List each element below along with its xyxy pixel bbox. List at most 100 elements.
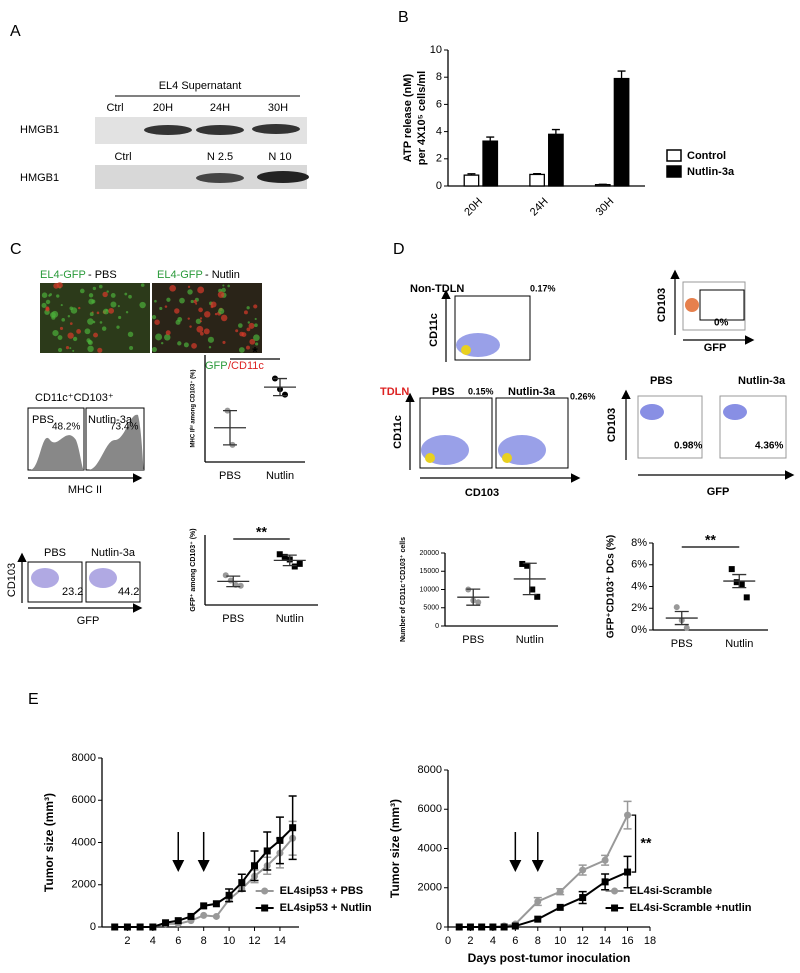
marker	[534, 897, 542, 905]
flow-label: PBS	[432, 386, 455, 398]
marker	[743, 594, 750, 601]
blot-band	[257, 171, 309, 183]
cell	[88, 293, 94, 298]
flow-dots	[31, 568, 59, 588]
legend-marker	[261, 887, 269, 895]
cell	[197, 286, 205, 294]
y-tick-label: 4000	[418, 842, 442, 854]
marker	[683, 624, 690, 631]
y-tick-label: 8000	[418, 764, 442, 776]
cell	[48, 294, 51, 297]
marker	[455, 923, 463, 931]
error-bar	[486, 136, 495, 142]
cell	[175, 319, 181, 325]
cell	[166, 297, 171, 302]
y-tick-label: 10	[430, 44, 442, 56]
image-legend: /CD11c	[228, 360, 264, 372]
flow-percent: 4.36%	[755, 441, 783, 452]
marker	[579, 894, 587, 902]
cell	[187, 317, 190, 320]
legend-label: Nutlin-3a	[687, 166, 735, 178]
cell	[199, 317, 203, 320]
cell	[169, 284, 177, 292]
cell	[247, 321, 250, 324]
y-tick-label: 20000	[420, 550, 440, 557]
marker	[237, 582, 244, 589]
cell	[179, 297, 185, 304]
flow-dots	[640, 404, 664, 420]
x-tick-label: Nutlin	[276, 613, 304, 625]
cell	[254, 323, 258, 328]
error-bar	[467, 173, 476, 176]
flow-plot	[85, 561, 141, 603]
cell	[238, 347, 245, 353]
legend-marker	[611, 887, 619, 895]
flow-title: Non-TDLN	[410, 283, 464, 295]
cell	[70, 307, 78, 314]
y-tick-label: 6000	[418, 803, 442, 815]
cell	[67, 332, 74, 339]
y-tick-label: 5000	[423, 605, 439, 612]
cell	[105, 309, 108, 312]
error-bar	[466, 588, 481, 606]
cell	[45, 299, 51, 305]
cell	[164, 334, 171, 341]
marker	[238, 879, 246, 887]
cell	[255, 342, 259, 346]
marker	[225, 891, 233, 899]
cell	[154, 319, 160, 325]
marker	[149, 923, 157, 931]
cell	[110, 293, 116, 298]
cell	[200, 331, 204, 336]
histogram-label: Nutlin-3a	[88, 414, 133, 426]
cell	[237, 323, 243, 328]
cell	[187, 289, 193, 295]
bar	[548, 133, 564, 187]
x-axis-label: Days post-tumor inoculation	[468, 951, 631, 965]
flow-percent: 0.17%	[530, 283, 556, 293]
y-tick-label: 2	[436, 153, 442, 165]
marker	[200, 911, 208, 919]
y-tick-label: 0	[435, 623, 439, 630]
x-tick-label: 10	[223, 935, 235, 947]
cell	[177, 341, 182, 346]
cell	[199, 320, 203, 323]
cell	[60, 303, 63, 307]
cell	[69, 347, 72, 350]
cell	[159, 306, 163, 311]
marker	[579, 866, 587, 874]
cell	[140, 283, 145, 287]
marker	[556, 903, 564, 911]
blot-header: EL4 Supernatant	[159, 80, 242, 92]
marker	[212, 912, 220, 920]
x-tick-label: Nutlin	[516, 634, 544, 646]
cell	[78, 306, 81, 310]
cell	[116, 325, 120, 329]
significance: **	[705, 532, 716, 548]
cell	[222, 284, 225, 287]
marker	[500, 923, 508, 931]
error-bar	[282, 554, 297, 567]
cell	[248, 322, 255, 329]
panel-label: D	[393, 241, 405, 258]
micrograph	[152, 283, 262, 353]
cell	[97, 347, 103, 353]
cell	[108, 307, 115, 314]
flow-plot	[27, 561, 83, 603]
error-bar	[273, 377, 287, 397]
y-tick-label: 8	[436, 71, 442, 83]
x-tick-label: Nutlin	[725, 638, 753, 650]
x-tick-label: 2	[467, 935, 473, 947]
cell	[227, 284, 231, 288]
x-tick-label: 14	[274, 935, 286, 947]
cell	[217, 291, 225, 298]
cell	[151, 315, 157, 320]
flow-percent: 0.26%	[570, 391, 596, 401]
cell	[117, 305, 120, 308]
cell	[187, 285, 191, 288]
cell	[198, 307, 203, 313]
marker	[187, 912, 195, 920]
legend-label: EL4sip53 + PBS	[280, 885, 363, 897]
cell	[129, 345, 134, 350]
marker	[222, 572, 229, 579]
